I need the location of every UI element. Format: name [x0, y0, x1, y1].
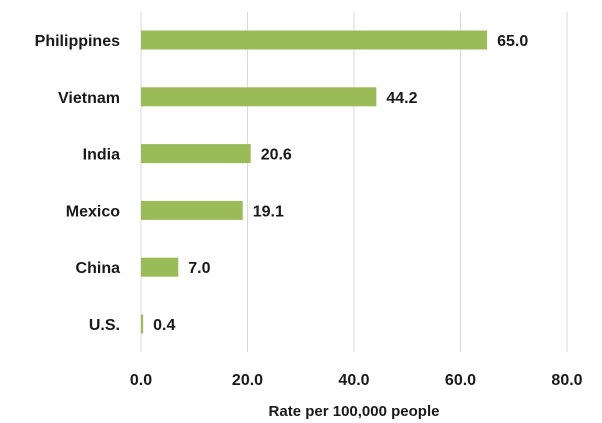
category-labels: Philippines Vietnam India Mexico China U.S. — [35, 33, 121, 334]
x-tick-label: 20.0 — [232, 372, 263, 389]
data-label: 0.4 — [153, 317, 175, 334]
category-label: Vietnam — [58, 90, 120, 107]
category-label: China — [76, 260, 121, 277]
bar — [141, 144, 251, 164]
bar — [141, 314, 144, 334]
x-tick-label: 40.0 — [338, 372, 369, 389]
bar — [141, 200, 243, 220]
data-label: 44.2 — [386, 90, 417, 107]
x-tick-label: 60.0 — [445, 372, 476, 389]
category-label: India — [83, 147, 120, 164]
x-axis-title: Rate per 100,000 people — [269, 403, 440, 420]
bar — [141, 257, 179, 277]
x-tick-label: 0.0 — [130, 372, 152, 389]
gridlines — [140, 12, 568, 352]
bars — [141, 30, 488, 334]
value-labels: 65.0 44.2 20.6 19.1 7.0 0.4 — [153, 33, 528, 334]
category-label: U.S. — [89, 317, 120, 334]
data-label: 20.6 — [261, 147, 292, 164]
data-label: 19.1 — [253, 203, 284, 220]
data-label: 7.0 — [188, 260, 210, 277]
category-label: Philippines — [35, 33, 120, 50]
category-label: Mexico — [66, 203, 120, 220]
x-axis-tick-labels: 0.0 20.0 40.0 60.0 80.0 — [130, 372, 583, 389]
bar — [141, 87, 377, 107]
x-tick-label: 80.0 — [551, 372, 582, 389]
data-label: 65.0 — [497, 33, 528, 50]
bar — [141, 30, 488, 50]
